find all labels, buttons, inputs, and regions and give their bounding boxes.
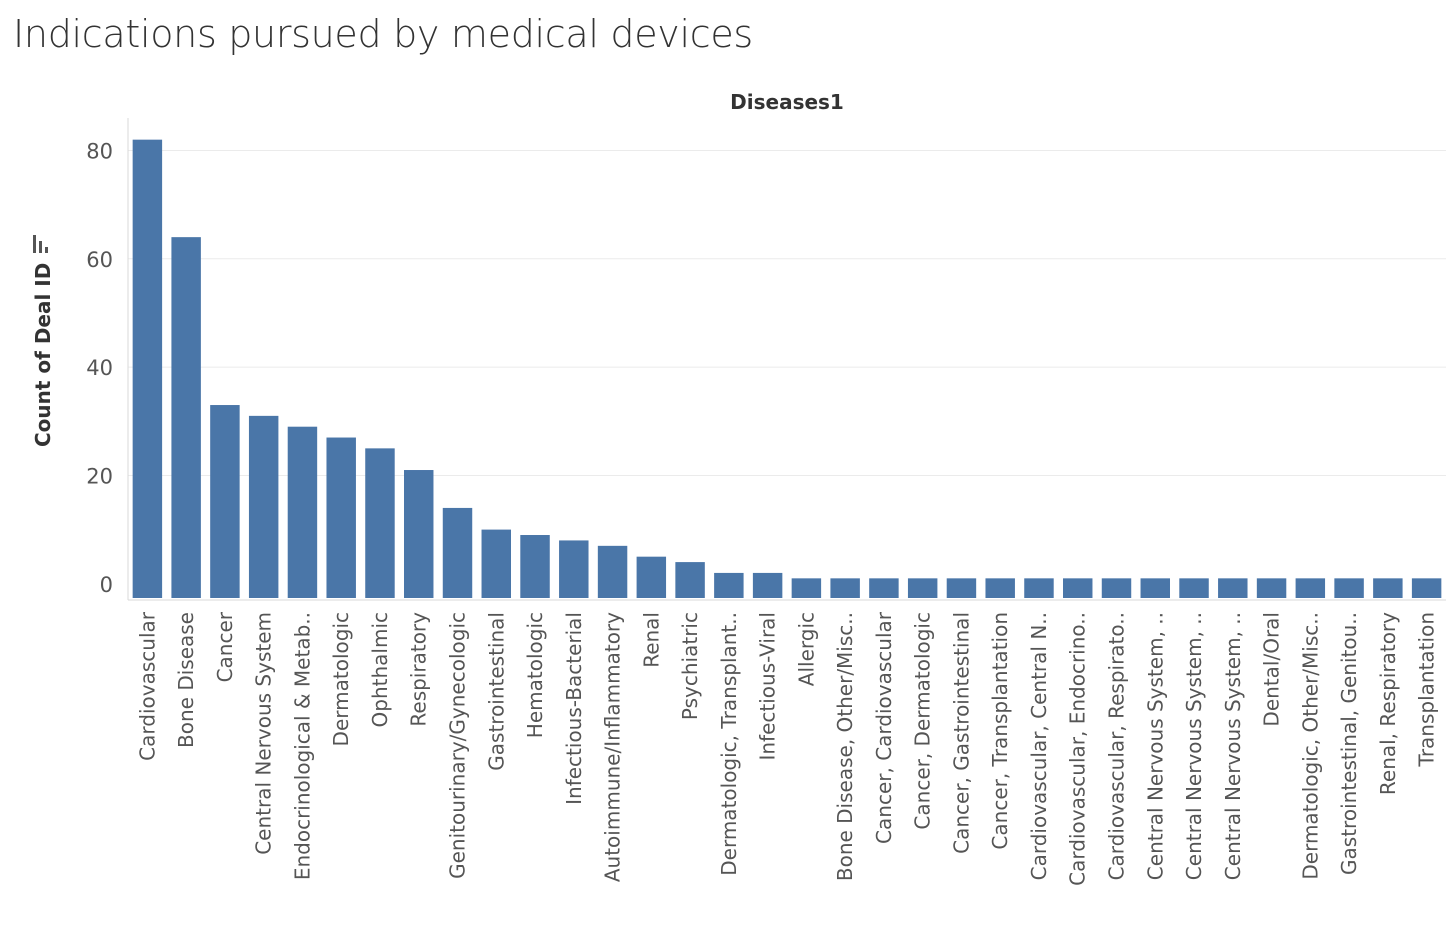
x-category-label: Cancer, Transplantation [988,612,1012,850]
y-tick-label: 40 [86,356,113,380]
bar[interactable] [248,415,279,598]
x-category-label: Gastrointestinal [484,612,508,771]
x-category-label: Gastrointestinal, Genitou.. [1337,612,1361,875]
x-category-label: Cancer, Cardiovascular [872,611,896,844]
x-axis-labels: Cardiovascular Bone Disease Cancer Central … [135,611,1438,886]
bar[interactable] [559,540,589,598]
bar[interactable] [791,578,822,598]
x-category-label: Dermatologic, Other/Misc.. [1298,612,1322,880]
bar[interactable] [636,556,667,598]
x-category-label: Ophthalmic [368,612,392,727]
y-axis-ticks: 0 20 40 60 80 [86,139,113,596]
x-category-label: Dental/Oral [1260,612,1284,727]
x-category-label: Psychiatric [678,612,702,720]
y-axis-title: Count of Deal ID [31,263,55,447]
x-category-label: Central Nervous System, .. [1143,612,1167,880]
x-category-label: Bone Disease [174,612,198,748]
bar[interactable] [326,437,356,598]
bar[interactable] [946,578,977,598]
x-category-label: Renal [639,612,663,668]
bar[interactable] [1218,578,1248,598]
x-category-label: Respiratory [407,612,431,727]
bar[interactable] [287,426,318,598]
bar[interactable] [365,448,395,598]
bar[interactable] [404,470,434,598]
x-category-label: Endocrinological & Metab.. [290,612,314,880]
bar[interactable] [1295,578,1326,598]
x-category-label: Dermatologic [329,612,353,746]
bar[interactable] [1140,578,1170,598]
bar[interactable] [1063,578,1093,598]
x-category-label: Infectious-Viral [756,612,780,761]
x-category-label: Cardiovascular [135,611,159,761]
x-category-label: Cancer, Dermatologic [911,612,935,830]
bar[interactable] [1024,578,1054,598]
bar[interactable] [1411,578,1442,598]
y-tick-label: 80 [86,139,113,163]
bar[interactable] [675,562,705,598]
y-tick-label: 60 [86,248,113,272]
bar[interactable] [132,139,163,599]
bar[interactable] [481,529,511,598]
x-category-label: Genitourinary/Gynecologic [446,612,470,879]
x-category-label: Cardiovascular, Respirato.. [1105,612,1129,880]
bar[interactable] [1256,578,1287,598]
bar[interactable] [1334,578,1364,598]
bar[interactable] [597,545,628,598]
y-tick-label: 0 [100,573,113,597]
sort-descending-icon[interactable] [33,235,48,253]
x-category-label: Central Nervous System, .. [1182,612,1206,880]
x-category-label: Hematologic [523,612,547,738]
bar[interactable] [520,535,550,598]
bar[interactable] [714,572,744,598]
column-header-label: Diseases1 [730,90,844,114]
x-category-label: Central Nervous System [252,612,276,855]
x-category-label: Transplantation [1415,612,1439,767]
x-category-label: Allergic [794,612,818,686]
bar[interactable] [1101,578,1132,598]
x-category-label: Renal, Respiratory [1376,612,1400,795]
bar[interactable] [442,507,473,598]
x-category-label: Bone Disease, Other/Misc.. [833,612,857,881]
bar[interactable] [1179,578,1209,598]
y-tick-label: 20 [86,464,113,488]
x-category-label: Cardiovascular, Endocrino.. [1066,612,1090,886]
x-category-label: Cardiovascular, Central N.. [1027,612,1051,880]
x-category-label: Central Nervous System, .. [1221,612,1245,880]
x-category-label: Cancer, Gastrointestinal [949,612,973,854]
bar[interactable] [752,572,783,598]
x-category-label: Infectious-Bacterial [562,612,586,805]
bar[interactable] [210,405,240,598]
x-category-label: Autoimmune/Inflammatory [601,612,625,882]
x-category-label: Dermatologic, Transplant.. [717,612,741,876]
bar[interactable] [869,578,899,598]
bar[interactable] [171,237,201,599]
y-axis-title-group: Count of Deal ID [31,263,55,447]
gridlines [127,118,1446,601]
bar[interactable] [830,578,860,598]
bar[interactable] [985,578,1015,598]
bars [132,139,1442,599]
page-title: Indications pursued by medical devices [13,12,753,56]
x-category-label: Cancer [213,611,237,682]
bar[interactable] [1373,578,1403,598]
bar[interactable] [907,578,938,598]
